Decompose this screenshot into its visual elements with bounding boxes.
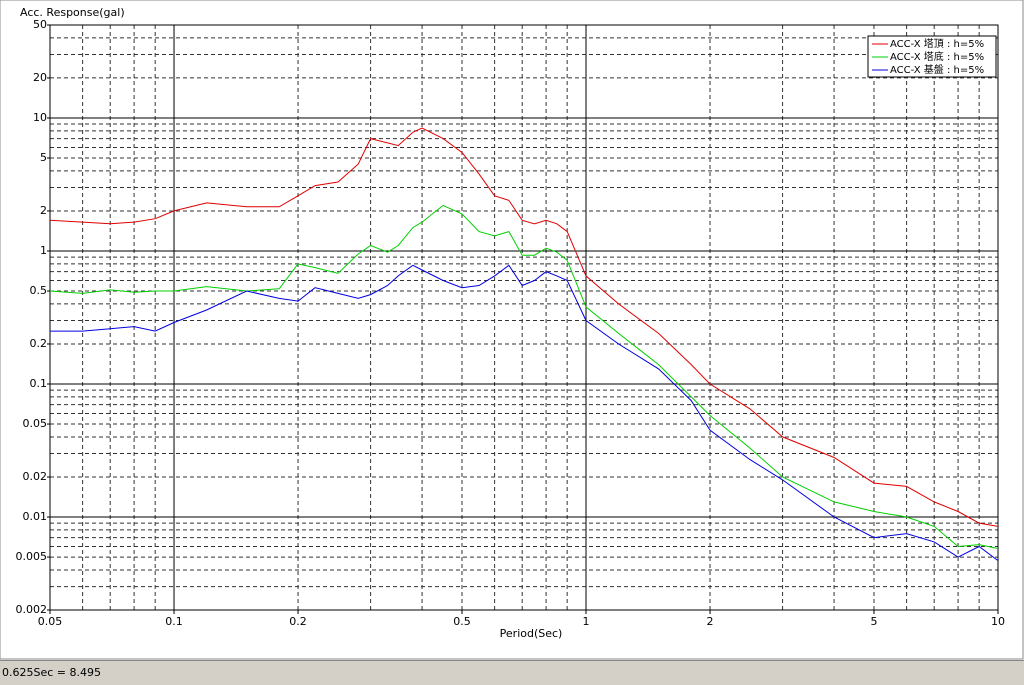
series-line bbox=[50, 264, 999, 562]
y-tick-label: 50 bbox=[33, 18, 47, 31]
legend-label: ACC-X 基盤 : h=5% bbox=[890, 63, 984, 76]
chart: Acc. Response(gal) Period(Sec) 0.05 0.1 0.… bbox=[0, 0, 1024, 660]
y-tick-label: 0.2 bbox=[30, 337, 48, 350]
legend-box bbox=[867, 35, 997, 78]
x-axis-label: Period(Sec) bbox=[500, 627, 563, 640]
y-tick-label: 2 bbox=[40, 204, 47, 217]
legend-label: ACC-X 塔底 : h=5% bbox=[890, 50, 984, 63]
x-tick-label: 1 bbox=[583, 615, 590, 628]
y-tick-label: 0.02 bbox=[23, 470, 48, 483]
x-tick-label: 5 bbox=[870, 615, 877, 628]
series-line bbox=[49, 204, 999, 549]
series-line bbox=[49, 127, 999, 527]
legend-label: ACC-X 塔頂 : h=5% bbox=[890, 37, 984, 50]
y-tick-label: 0.01 bbox=[23, 510, 48, 523]
plot-frame bbox=[49, 24, 999, 611]
window-frame bbox=[0, 0, 1024, 660]
y-tick-label: 20 bbox=[33, 71, 47, 84]
y-tick-label: 0.002 bbox=[16, 603, 48, 616]
y-tick-label: 0.05 bbox=[23, 417, 48, 430]
y-tick-label: 10 bbox=[33, 111, 47, 124]
y-tick-label: 5 bbox=[40, 151, 47, 164]
x-tick-label: 2 bbox=[707, 615, 714, 628]
y-tick-label: 0.5 bbox=[30, 284, 48, 297]
x-tick-label: 0.05 bbox=[38, 615, 63, 628]
x-tick-label: 0.5 bbox=[453, 615, 471, 628]
y-tick-label: 0.005 bbox=[16, 550, 48, 563]
x-tick-label: 10 bbox=[991, 615, 1005, 628]
chart-title: Acc. Response(gal) bbox=[20, 6, 125, 19]
status-bar: 0.625Sec = 8.495 bbox=[0, 660, 1024, 685]
x-tick-label: 0.1 bbox=[165, 615, 183, 628]
x-tick-label: 0.2 bbox=[289, 615, 307, 628]
y-tick-label: 0.1 bbox=[30, 377, 48, 390]
y-tick-label: 1 bbox=[40, 244, 47, 257]
